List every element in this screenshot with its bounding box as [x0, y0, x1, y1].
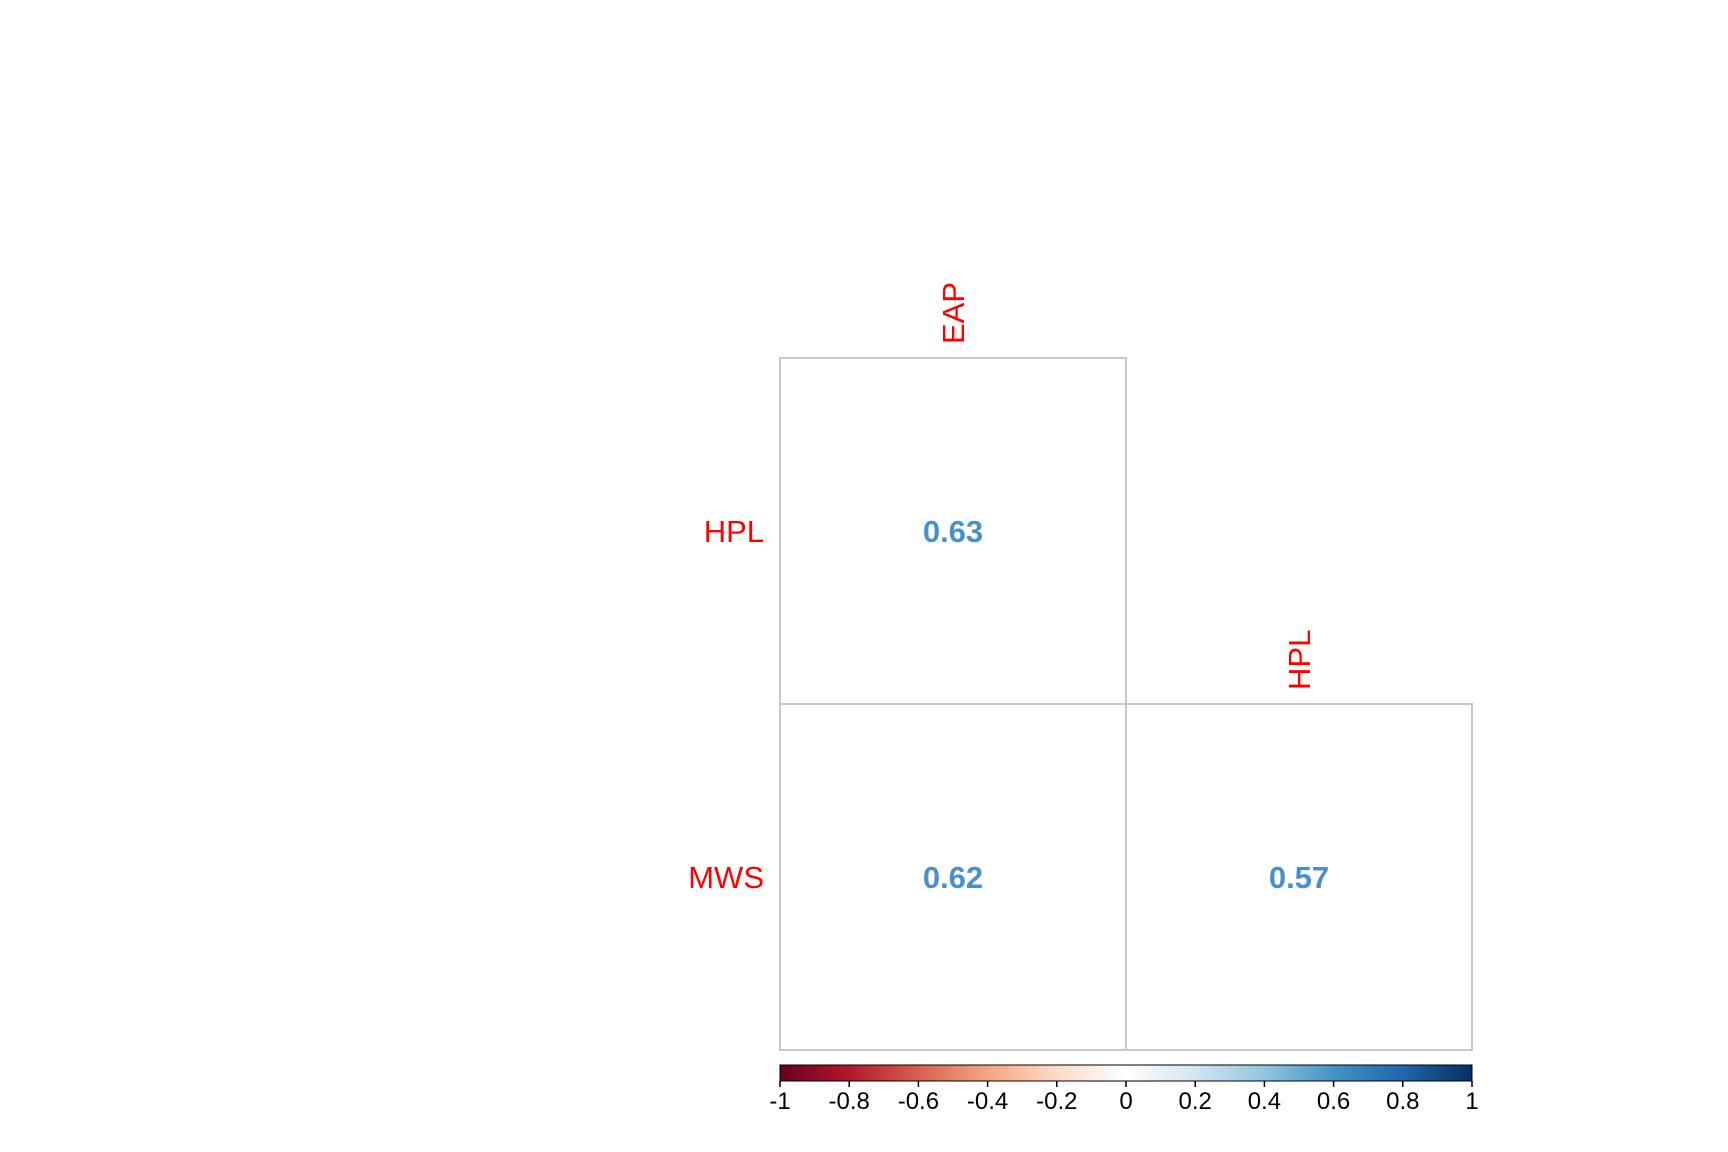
column-label-hpl: HPL: [1282, 630, 1317, 690]
colorbar-tick-label: -0.2: [1036, 1088, 1077, 1115]
heatmap-cell-mws-hpl: 0.57: [1125, 703, 1473, 1051]
cell-value-label: 0.63: [923, 514, 983, 549]
colorbar-tick-label: 0.4: [1248, 1088, 1281, 1115]
colorbar-tick-label: 0.6: [1317, 1088, 1350, 1115]
colorbar-tick-label: -0.6: [898, 1088, 939, 1115]
row-label-mws: MWS: [688, 860, 764, 895]
colorbar-tick-label: 1: [1465, 1088, 1478, 1115]
colorbar-gradient: [779, 1064, 1473, 1082]
cell-box: [779, 357, 1127, 705]
colorbar-tick-label: -1: [769, 1088, 790, 1115]
column-label-eap: EAP: [936, 282, 971, 344]
axis-labels: EAP HPL HPL MWS: [688, 282, 1317, 895]
cell-box: [1125, 703, 1473, 1051]
cell-value-label: 0.57: [1269, 860, 1329, 895]
heatmap-cell-mws-eap: 0.62: [779, 703, 1127, 1051]
heatmap-cells: 0.63 0.62 0.57: [779, 357, 1473, 1051]
cell-value-label: 0.62: [923, 860, 983, 895]
colorbar-tick-label: -0.4: [967, 1088, 1008, 1115]
colorbar-tick-label: 0: [1119, 1088, 1132, 1115]
row-label-hpl: HPL: [704, 514, 764, 549]
colorbar-tick-label: 0.2: [1179, 1088, 1212, 1115]
cell-box: [779, 703, 1127, 1051]
colorbar-tick-label: 0.8: [1386, 1088, 1419, 1115]
colorbar: -1 -0.8 -0.6 -0.4 -0.2 0 0.2 0.4 0.6 0.8 1: [769, 1064, 1479, 1115]
heatmap-cell-hpl-eap: 0.63: [779, 357, 1127, 705]
colorbar-tick-label: -0.8: [829, 1088, 870, 1115]
